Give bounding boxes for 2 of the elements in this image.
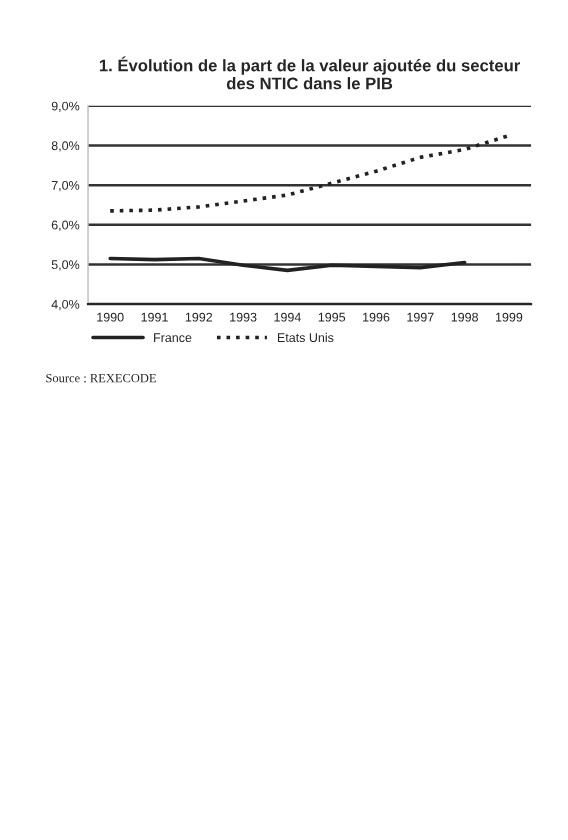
line-series bbox=[108, 133, 511, 213]
chart-title: 1. Évolution de la part de la valeur ajoutée du secteur des NTIC dans le PIB bbox=[99, 56, 521, 90]
